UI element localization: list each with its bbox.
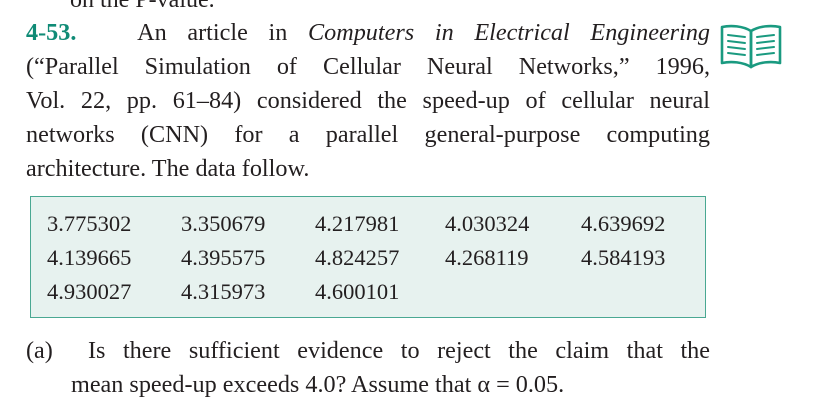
problem-line-1: 4-53. An article in Computers in Electri…: [26, 16, 710, 50]
problem-line-1-text: An article in: [137, 19, 309, 46]
data-cell: 4.824257: [315, 245, 400, 270]
data-cell: 4.930027: [47, 279, 132, 304]
data-cell: 4.395575: [181, 245, 266, 270]
data-cell: 4.217981: [315, 211, 400, 236]
data-cell: 3.350679: [181, 211, 266, 236]
problem-line-2: (“Parallel Simulation of Cellular Neural…: [26, 53, 710, 80]
data-cell: 4.315973: [181, 279, 266, 304]
problem-line-3: Vol. 22, pp. 61–84) considered the speed…: [26, 87, 710, 114]
data-cell: 4.584193: [581, 245, 666, 270]
question-line-2: mean speed-up exceeds 4.0? Assume that α…: [71, 371, 565, 398]
question-line-1-text: Is there sufficient evidence to reject t…: [87, 337, 711, 364]
open-book-icon: [720, 24, 782, 69]
problem-number: 4-53.: [26, 19, 77, 46]
question-line-1: (a) Is there sufficient evidence to reje…: [26, 334, 710, 368]
question-label: (a): [26, 337, 53, 364]
problem-line-4: networks (CNN) for a parallel general-pu…: [26, 121, 710, 148]
problem-line-5: architecture. The data follow.: [26, 155, 310, 182]
data-cell: 4.639692: [581, 211, 666, 236]
previous-text-fragment: on the P-value.: [70, 0, 215, 13]
journal-title: Computers in Electrical Engineering: [308, 19, 711, 46]
data-cell: 4.030324: [445, 211, 530, 236]
data-cell: 4.600101: [315, 279, 400, 304]
question-a: (a) Is there sufficient evidence to reje…: [26, 334, 710, 402]
data-table: 3.775302 3.350679 4.217981 4.030324 4.63…: [30, 196, 706, 318]
data-cell: 4.268119: [445, 245, 529, 270]
problem-statement: 4-53. An article in Computers in Electri…: [26, 16, 710, 186]
data-cell: 3.775302: [47, 211, 132, 236]
data-cell: 4.139665: [47, 245, 132, 270]
